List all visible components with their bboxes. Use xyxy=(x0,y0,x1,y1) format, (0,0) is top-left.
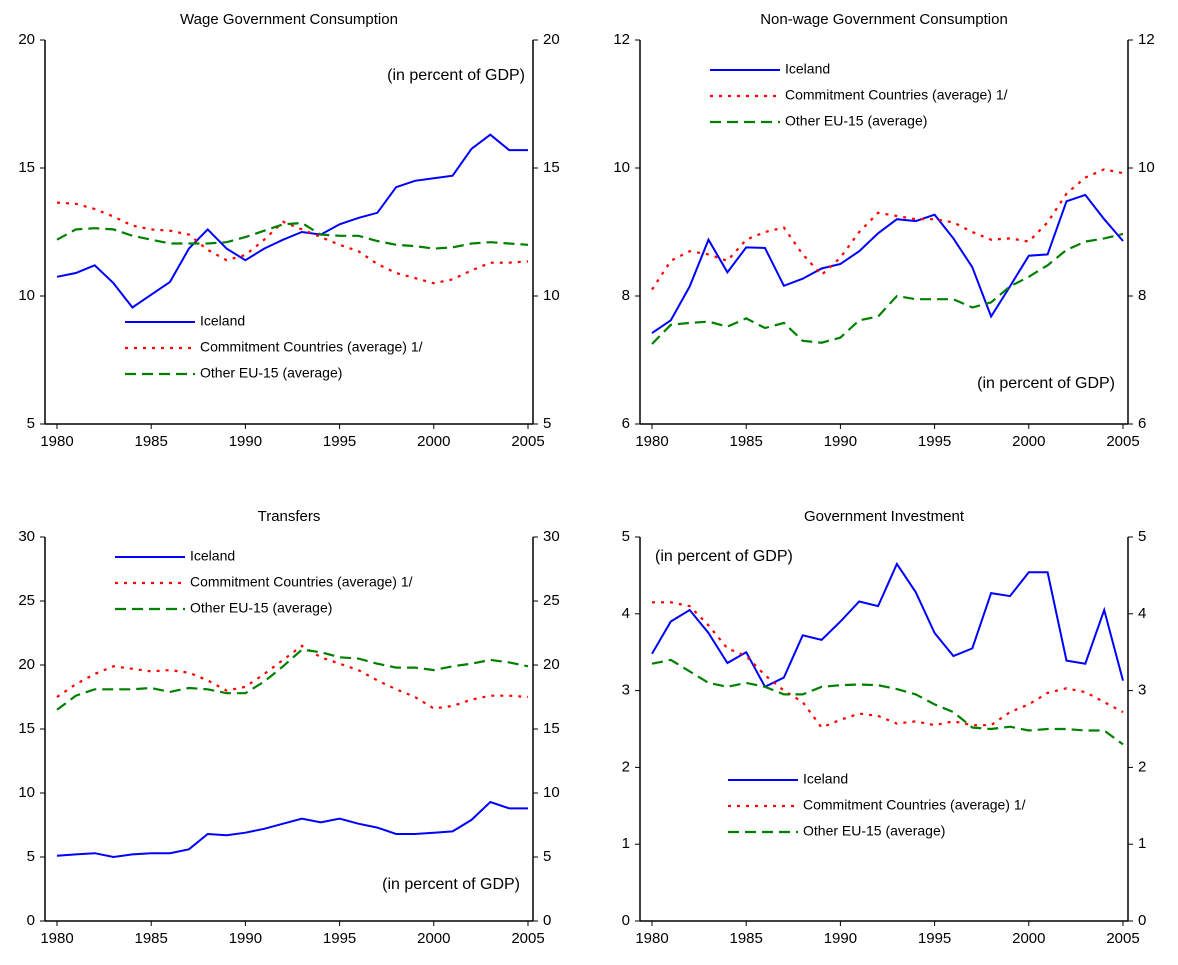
legend-label: Other EU-15 (average) xyxy=(190,600,332,616)
y-tick-label: 30 xyxy=(18,528,35,545)
y-tick-label: 2 xyxy=(622,758,630,775)
y2-tick-label: 3 xyxy=(1138,682,1146,699)
y2-tick-label: 20 xyxy=(543,31,560,48)
x-tick-label: 1995 xyxy=(918,930,951,947)
x-tick-label: 1980 xyxy=(635,930,668,947)
chart-title: Government Investment xyxy=(804,508,965,525)
chart-title: Wage Government Consumption xyxy=(180,11,398,28)
x-tick-label: 1990 xyxy=(229,930,262,947)
y-tick-label: 1 xyxy=(622,835,630,852)
y2-tick-label: 10 xyxy=(543,287,560,304)
x-tick-label: 2005 xyxy=(1106,433,1139,450)
y-tick-label: 15 xyxy=(18,159,35,176)
series-line xyxy=(651,658,1124,746)
x-tick-label: 2000 xyxy=(417,930,450,947)
x-tick-label: 1985 xyxy=(730,930,763,947)
y2-tick-label: 2 xyxy=(1138,758,1146,775)
y-tick-label: 10 xyxy=(18,784,35,801)
legend-label: Commitment Countries (average) 1/ xyxy=(785,87,1008,103)
series-line xyxy=(56,648,529,711)
y2-tick-label: 5 xyxy=(543,848,551,865)
series-line xyxy=(651,561,1124,689)
y2-tick-label: 20 xyxy=(543,656,560,673)
legend-label: Iceland xyxy=(190,548,235,564)
series-line xyxy=(651,193,1124,334)
legend-label: Other EU-15 (average) xyxy=(803,823,945,839)
series-line xyxy=(56,644,529,710)
y-tick-label: 12 xyxy=(613,31,630,48)
y2-tick-label: 15 xyxy=(543,159,560,176)
legend-label: Iceland xyxy=(803,771,848,787)
chart-title: Non-wage Government Consumption xyxy=(760,11,1008,28)
series-line xyxy=(652,601,1124,729)
x-tick-label: 2005 xyxy=(511,433,544,450)
y2-tick-label: 10 xyxy=(1138,159,1155,176)
legend-label: Iceland xyxy=(785,61,830,77)
series-line xyxy=(56,800,528,859)
x-tick-label: 1990 xyxy=(824,930,857,947)
chart-title: Transfers xyxy=(258,508,321,525)
legend-label: Other EU-15 (average) xyxy=(200,365,342,381)
legend-label: Commitment Countries (average) 1/ xyxy=(190,574,413,590)
series-line xyxy=(56,221,529,250)
y-tick-label: 20 xyxy=(18,31,35,48)
x-tick-label: 2000 xyxy=(1012,930,1045,947)
series-line xyxy=(651,232,1124,345)
legend-label: Commitment Countries (average) 1/ xyxy=(200,339,423,355)
y-tick-label: 0 xyxy=(622,912,630,929)
y2-tick-label: 0 xyxy=(543,912,551,929)
x-tick-label: 1985 xyxy=(730,433,763,450)
y-tick-label: 5 xyxy=(27,848,35,865)
legend-label: Other EU-15 (average) xyxy=(785,113,927,129)
y2-tick-label: 10 xyxy=(543,784,560,801)
series-line xyxy=(56,201,529,285)
annotation: (in percent of GDP) xyxy=(382,876,520,893)
y2-tick-label: 1 xyxy=(1138,835,1146,852)
y-tick-label: 10 xyxy=(613,159,630,176)
legend-label: Commitment Countries (average) 1/ xyxy=(803,797,1026,813)
x-tick-label: 1995 xyxy=(323,433,356,450)
y2-tick-label: 5 xyxy=(543,415,551,432)
x-tick-label: 1995 xyxy=(918,433,951,450)
y2-tick-label: 8 xyxy=(1138,287,1146,304)
y2-tick-label: 4 xyxy=(1138,605,1146,622)
legend-label: Iceland xyxy=(200,313,245,329)
y-tick-label: 5 xyxy=(27,415,35,432)
y-tick-label: 4 xyxy=(622,605,630,622)
y-tick-label: 6 xyxy=(622,415,630,432)
y2-tick-label: 15 xyxy=(543,720,560,737)
x-tick-label: 2005 xyxy=(1106,930,1139,947)
y2-tick-label: 6 xyxy=(1138,415,1146,432)
y2-tick-label: 12 xyxy=(1138,31,1155,48)
series-line xyxy=(56,133,528,309)
y2-tick-label: 30 xyxy=(543,528,560,545)
series-line xyxy=(651,168,1124,291)
x-tick-label: 2000 xyxy=(1012,433,1045,450)
x-tick-label: 1985 xyxy=(135,930,168,947)
y2-tick-label: 5 xyxy=(1138,528,1146,545)
x-tick-label: 1980 xyxy=(40,433,73,450)
y-tick-label: 3 xyxy=(622,682,630,699)
y-tick-label: 20 xyxy=(18,656,35,673)
annotation: (in percent of GDP) xyxy=(655,548,793,565)
y-tick-label: 15 xyxy=(18,720,35,737)
y2-tick-label: 25 xyxy=(543,592,560,609)
y-tick-label: 5 xyxy=(622,528,630,545)
x-tick-label: 2005 xyxy=(511,930,544,947)
x-tick-label: 1990 xyxy=(824,433,857,450)
annotation: (in percent of GDP) xyxy=(387,67,525,84)
y-tick-label: 0 xyxy=(27,912,35,929)
y-tick-label: 10 xyxy=(18,287,35,304)
x-tick-label: 2000 xyxy=(417,433,450,450)
x-tick-label: 1980 xyxy=(40,930,73,947)
x-tick-label: 1980 xyxy=(635,433,668,450)
y2-tick-label: 0 xyxy=(1138,912,1146,929)
annotation: (in percent of GDP) xyxy=(977,375,1115,392)
x-tick-label: 1995 xyxy=(323,930,356,947)
y-tick-label: 25 xyxy=(18,592,35,609)
x-tick-label: 1990 xyxy=(229,433,262,450)
x-tick-label: 1985 xyxy=(135,433,168,450)
y-tick-label: 8 xyxy=(622,287,630,304)
